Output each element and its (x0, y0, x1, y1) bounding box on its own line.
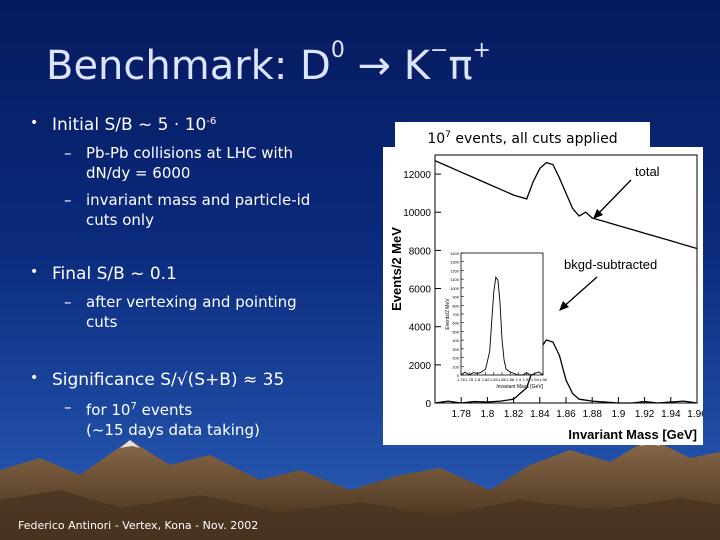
mountain-background (0, 438, 720, 540)
inset-x-tick-label: 1.92 (523, 377, 532, 382)
x-tick-label: 1.94 (661, 409, 681, 420)
subbullet-vertexing: – after vertexing and pointing cuts (64, 293, 297, 331)
x-tick-label: 1.84 (530, 409, 550, 420)
bullet-significance: • Significance S/√(S+B) ≈ 35 (30, 370, 285, 390)
x-tick-label: 1.8 (480, 409, 494, 420)
title-pion-sup: + (472, 38, 491, 63)
inset-x-tick-label: 1.82 (482, 377, 491, 382)
y-tick-label: 2000 (409, 361, 432, 372)
title-pion: π (448, 43, 473, 89)
inset-y-tick-label: 0 (457, 373, 460, 378)
arrow-bkgd-line (560, 276, 598, 310)
bullet-final-sb: • Final S/B ~ 0.1 (30, 264, 177, 284)
y-axis-label: Events/2 MeV (389, 227, 404, 311)
slide-title: Benchmark: D0 → K−π+ (46, 38, 491, 89)
label-total: total (635, 164, 660, 179)
inset-x-tick-label: 1.84 (490, 377, 499, 382)
inset-y-tick-label: 500 (452, 329, 459, 334)
inset-x-tick-label: 1.78 (465, 377, 474, 382)
inset-y-tick-label: 100 (452, 364, 459, 369)
subbullet-events: – for 107 events (~15 days data taking) (64, 398, 260, 439)
inset-y-tick-label: 900 (452, 295, 459, 300)
inset-y-tick-label: 800 (452, 303, 459, 308)
x-tick-label: 1.78 (451, 409, 471, 420)
inset-y-tick-label: 200 (452, 356, 459, 361)
footer: Federico Antinori - Vertex, Kona - Nov. … (18, 519, 259, 532)
bullet-dot-icon: • (30, 264, 39, 280)
inset-y-tick-label: 1200 (450, 268, 460, 273)
inset-y-axis-label: Events/2 MeV (445, 298, 451, 330)
label-bkgd-subtracted: bkgd-subtracted (564, 257, 658, 272)
inset-y-tick-label: 300 (452, 347, 459, 352)
bullet-dot-icon: • (30, 115, 39, 131)
inset-y-tick-label: 600 (452, 321, 459, 326)
inset-x-tick-label: 1.94 (531, 377, 540, 382)
arrow-total-line (594, 179, 632, 218)
inset-y-tick-label: 1000 (450, 286, 460, 291)
y-tick-label: 0 (425, 399, 431, 410)
y-tick-label: 4000 (409, 323, 432, 334)
title-sup: 0 (330, 38, 345, 63)
inset-x-tick-label: 1.96 (539, 377, 548, 382)
y-tick-label: 10000 (403, 208, 431, 219)
inset-x-tick-label: 1.86 (498, 377, 507, 382)
subbullet-cuts: – invariant mass and particle-id cuts on… (64, 191, 311, 229)
y-tick-label: 6000 (409, 285, 432, 296)
bullet-dot-icon: • (30, 370, 39, 386)
x-tick-label: 1.9 (611, 409, 625, 420)
invariant-mass-chart: 0 2000 4000 6000 8000 10000 12000 1.78 1.8 1.82 1.… (383, 147, 707, 445)
inset-frame (460, 252, 544, 376)
inset-series-line (460, 275, 544, 376)
x-tick-label: 1.86 (556, 409, 576, 420)
inset-x-tick-label: 1.9 (516, 377, 522, 382)
x-tick-label: 1.88 (582, 409, 602, 420)
inset-x-tick-label: 1.8 (475, 377, 481, 382)
arrow-icon: → (357, 43, 392, 89)
chart-caption: 107 events, all cuts applied (395, 122, 650, 147)
title-text: Benchmark: D (46, 43, 331, 89)
inset-y-tick-label: 700 (452, 312, 459, 317)
inset-y-tick-label: 400 (452, 338, 459, 343)
series-line-bkgd-subtracted (434, 339, 698, 404)
inset-y-tick-label: 1400 (450, 251, 460, 256)
y-tick-label: 8000 (409, 246, 432, 257)
y-tick-label: 12000 (403, 170, 431, 181)
series-line-total (434, 160, 698, 250)
inset-y-tick-label: 1100 (450, 277, 459, 282)
inset-y-tick-label: 1300 (450, 260, 460, 265)
arrow-bkgd-head (559, 301, 569, 311)
x-axis-label: Invariant Mass [GeV] (568, 427, 697, 442)
inset-x-tick-label: 1.76 (457, 377, 466, 382)
x-tick-label: 1.96 (687, 409, 703, 420)
inset-x-tick-label: 1.88 (506, 377, 515, 382)
title-kaon: K (403, 43, 431, 89)
x-tick-label: 1.92 (635, 409, 655, 420)
bullet-initial-sb: • Initial S/B ~ 5 · 10-6 (30, 115, 217, 135)
subbullet-pbpb: – Pb-Pb collisions at LHC with dN/dy = 6… (64, 144, 294, 182)
x-tick-label: 1.82 (504, 409, 524, 420)
arrow-total-head (593, 209, 603, 219)
title-kaon-sup: − (430, 38, 449, 63)
inset-x-axis-label: Invariant Mass [GeV] (496, 384, 543, 390)
